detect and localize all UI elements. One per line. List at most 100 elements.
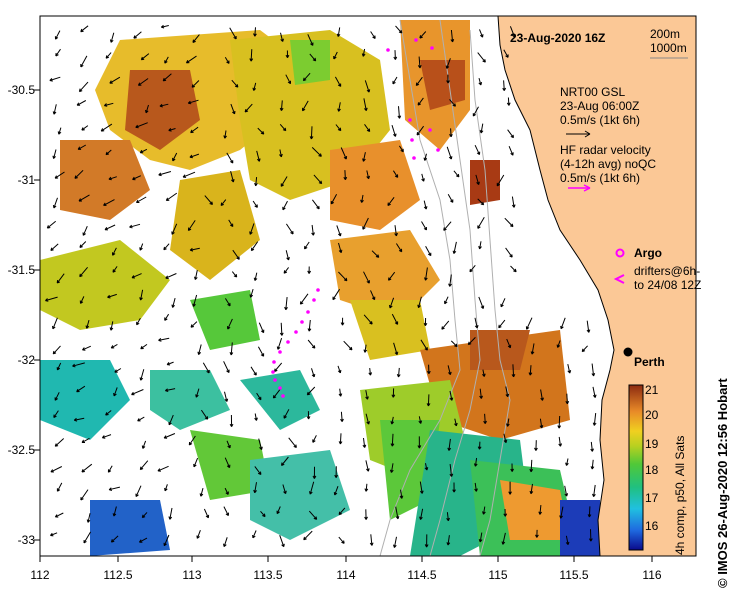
velocity-arrow (80, 489, 89, 501)
velocity-arrow (312, 466, 317, 479)
velocity-arrow (56, 362, 62, 371)
velocity-arrow (224, 457, 231, 469)
velocity-arrow (504, 217, 514, 228)
x-tick: 112 (30, 568, 49, 582)
velocity-arrow (338, 388, 343, 397)
velocity-arrow (78, 194, 90, 202)
velocity-arrow (362, 437, 367, 448)
velocity-arrow (311, 147, 322, 157)
velocity-arrow (256, 150, 261, 162)
velocity-arrow (189, 247, 200, 252)
velocity-arrow (424, 267, 428, 281)
velocity-arrow (311, 368, 316, 378)
velocity-arrow (105, 410, 112, 416)
velocity-arrow (392, 76, 398, 85)
velocity-arrow (281, 456, 289, 466)
velocity-arrow (165, 273, 177, 279)
velocity-arrow (503, 433, 508, 444)
velocity-arrow (333, 51, 338, 60)
perth-marker (623, 347, 633, 357)
velocity-arrow (306, 411, 311, 420)
velocity-arrow (139, 243, 144, 251)
velocity-arrow (54, 392, 60, 401)
velocity-arrow (159, 103, 169, 108)
velocity-arrow (450, 340, 458, 348)
nrt-legend-line3: 0.5m/s (1kt 6h) (560, 113, 640, 127)
velocity-arrow (333, 486, 339, 496)
velocity-arrow (203, 508, 210, 519)
velocity-arrow (453, 170, 460, 178)
velocity-arrow (506, 97, 511, 106)
velocity-arrow (139, 369, 145, 381)
velocity-arrow (253, 272, 258, 281)
velocity-arrow (279, 149, 283, 158)
velocity-arrow (365, 460, 370, 472)
land-mass (497, 16, 696, 556)
velocity-arrow (538, 505, 543, 515)
velocity-arrow (55, 48, 61, 57)
velocity-arrow (360, 194, 364, 203)
velocity-arrow (338, 507, 346, 516)
x-tick: 115.5 (559, 568, 588, 582)
velocity-arrow (565, 535, 570, 546)
velocity-arrow (81, 463, 93, 473)
velocity-arrow (446, 512, 450, 522)
velocity-arrow (307, 34, 314, 46)
velocity-arrow (419, 31, 427, 39)
velocity-arrow (363, 271, 370, 284)
velocity-arrow (108, 486, 121, 491)
velocity-arrow (426, 364, 431, 375)
velocity-arrow (164, 388, 176, 392)
velocity-arrow (421, 221, 427, 231)
velocity-arrow (226, 440, 231, 449)
velocity-arrow (254, 413, 258, 421)
velocity-arrow (164, 56, 169, 64)
velocity-arrow (131, 389, 144, 396)
velocity-arrow (391, 124, 397, 137)
velocity-arrow (250, 366, 257, 376)
velocity-arrow (166, 361, 174, 366)
velocity-arrow (223, 506, 229, 517)
velocity-arrow (133, 31, 142, 39)
velocity-arrow (158, 337, 170, 342)
velocity-arrow (335, 124, 342, 132)
velocity-arrows (45, 24, 597, 548)
velocity-arrow (52, 149, 57, 159)
velocity-arrow (190, 126, 199, 134)
colorbar-ticks: 21 20 19 18 17 16 (645, 383, 659, 533)
velocity-arrow (558, 436, 563, 447)
velocity-arrow (140, 53, 150, 61)
velocity-arrow (449, 128, 453, 138)
velocity-arrow (363, 98, 368, 112)
velocity-arrow (223, 361, 230, 374)
velocity-arrow (56, 273, 65, 284)
velocity-arrow (72, 362, 85, 368)
velocity-arrow (449, 390, 454, 401)
velocity-arrow (224, 487, 229, 495)
velocity-arrow (309, 126, 314, 140)
velocity-arrow (395, 506, 400, 520)
velocity-arrow (74, 169, 84, 179)
velocity-arrow (483, 413, 487, 424)
velocity-arrow (76, 385, 86, 393)
velocity-arrow (105, 149, 112, 156)
velocity-arrow (391, 388, 396, 398)
velocity-arrow (109, 321, 114, 331)
velocity-arrow (227, 318, 233, 330)
velocity-arrow (165, 192, 178, 201)
velocity-arrow (163, 433, 176, 439)
velocity-arrow (101, 434, 112, 439)
velocity-arrow (304, 241, 310, 250)
velocity-arrow (139, 148, 148, 154)
bathymetry-contours (379, 19, 511, 556)
velocity-arrow (362, 152, 366, 162)
velocity-arrow (393, 50, 398, 60)
velocity-arrow (274, 362, 283, 372)
argo-label: Argo (634, 246, 662, 260)
velocity-arrow (332, 288, 341, 301)
velocity-arrow (590, 441, 594, 452)
velocity-arrow (229, 342, 234, 356)
velocity-arrow (145, 104, 149, 114)
colorbar-tick: 16 (645, 519, 659, 533)
velocity-arrow (369, 534, 374, 546)
